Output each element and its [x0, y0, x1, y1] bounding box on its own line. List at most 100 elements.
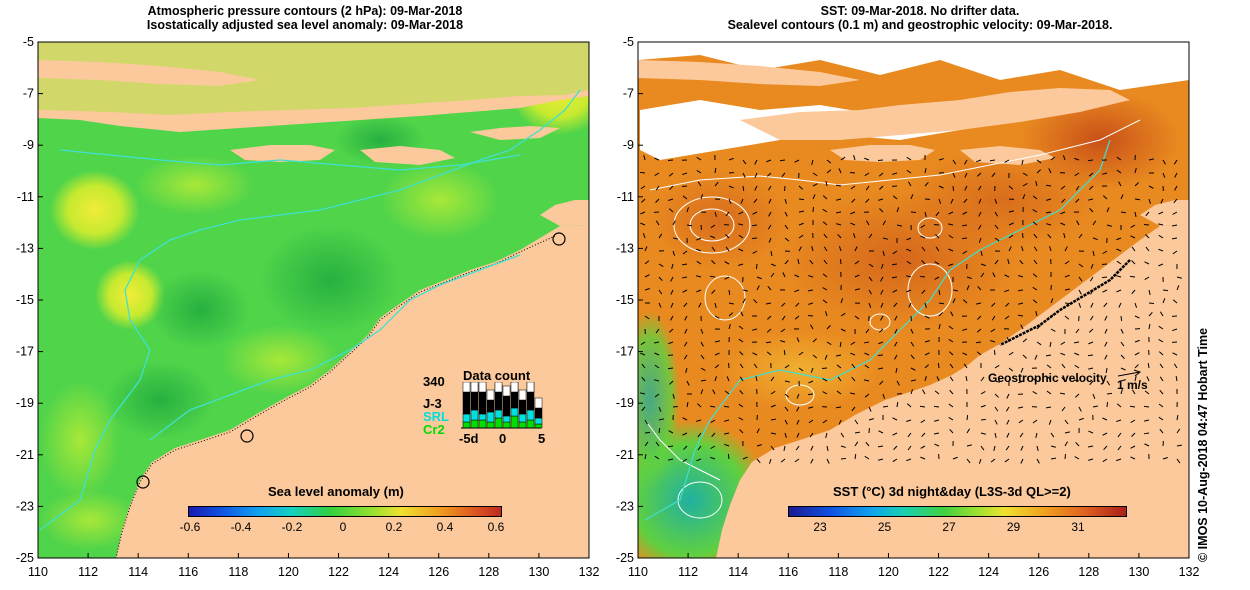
velocity-arrow [670, 276, 674, 282]
velocity-arrow [1118, 302, 1122, 308]
velocity-arrow [727, 453, 730, 460]
velocity-arrow [1173, 198, 1178, 204]
velocity-arrow [686, 224, 693, 227]
velocity-arrow [725, 211, 730, 217]
velocity-arrow [700, 194, 704, 200]
velocity-arrow [783, 445, 786, 451]
velocity-arrow [938, 198, 942, 204]
velocity-arrow [822, 391, 828, 395]
data-count-bar [494, 382, 503, 393]
velocity-arrow [710, 235, 716, 239]
velocity-arrow [1159, 428, 1164, 434]
velocity-arrow [1120, 379, 1126, 382]
velocity-arrow [924, 181, 929, 187]
velocity-arrow [1032, 286, 1038, 291]
velocity-arrow [696, 157, 702, 161]
velocity-arrow [1060, 341, 1066, 345]
velocity-arrow [853, 233, 856, 239]
velocity-arrow [784, 393, 790, 398]
velocity-arrow [948, 403, 954, 408]
velocity-arrow [658, 427, 661, 434]
left-x-tick: 126 [428, 565, 449, 579]
left-y-tick: -19 [16, 396, 34, 410]
velocity-arrow [823, 246, 828, 252]
dc-xtick-0: 0 [499, 431, 507, 446]
velocity-arrow [755, 263, 758, 270]
velocity-arrow [990, 328, 996, 333]
velocity-arrow [980, 263, 986, 267]
velocity-arrow [1087, 159, 1094, 162]
velocity-arrow [950, 311, 954, 317]
velocity-arrow [949, 351, 954, 356]
velocity-arrow [1130, 235, 1136, 239]
velocity-arrow [670, 289, 674, 295]
velocity-arrow [938, 185, 944, 189]
velocity-arrow [864, 455, 870, 460]
velocity-arrow [994, 432, 997, 438]
velocity-arrow [684, 328, 688, 334]
series-cr2: Cr2 [423, 422, 445, 437]
velocity-arrow [1172, 299, 1178, 304]
velocity-arrow [938, 158, 944, 161]
velocity-arrow [949, 376, 954, 382]
velocity-arrow [1130, 419, 1136, 424]
velocity-arrow [1036, 341, 1042, 346]
velocity-arrow [1090, 289, 1094, 295]
velocity-arrow [1018, 275, 1024, 278]
velocity-arrow [864, 364, 870, 369]
velocity-arrow [794, 289, 800, 293]
velocity-arrow [980, 404, 986, 408]
velocity-arrow [1064, 288, 1071, 291]
series-j3: J-3 [423, 396, 442, 411]
velocity-arrow [1143, 432, 1150, 435]
velocity-arrow [739, 429, 744, 434]
velocity-arrow [725, 234, 730, 239]
right-x-tick: 120 [878, 565, 899, 579]
velocity-arrow [767, 315, 772, 320]
velocity-arrow [1073, 341, 1080, 344]
velocity-arrow [1120, 315, 1123, 322]
velocity-arrow [993, 445, 996, 451]
velocity-arrow [991, 315, 996, 321]
right-x-tick: 122 [928, 565, 949, 579]
velocity-arrow [920, 445, 926, 449]
velocity-arrow [826, 445, 829, 451]
velocity-arrow [824, 311, 828, 317]
velocity-arrow [1116, 289, 1122, 293]
velocity-arrow [1172, 250, 1178, 255]
velocity-arrow [658, 406, 662, 412]
velocity-arrow [751, 224, 758, 227]
velocity-arrow [1064, 302, 1071, 305]
velocity-arrow [822, 273, 828, 278]
velocity-arrow [1075, 185, 1080, 191]
velocity-arrow [851, 198, 856, 203]
velocity-arrow [1118, 181, 1122, 187]
velocity-arrow [1078, 417, 1084, 421]
velocity-arrow [990, 340, 996, 343]
velocity-arrow [654, 379, 660, 382]
velocity-arrow [1148, 323, 1151, 330]
data-count-bar [470, 382, 479, 393]
velocity-arrow [1131, 260, 1136, 265]
velocity-arrow [1075, 328, 1080, 334]
velocity-arrow [784, 211, 788, 217]
velocity-arrow [738, 223, 744, 226]
velocity-arrow [672, 393, 675, 399]
velocity-arrow [1129, 405, 1136, 408]
velocity-arrow [782, 272, 786, 278]
sla-colorbar-tick: 0 [339, 520, 347, 534]
velocity-arrow [724, 261, 730, 265]
velocity-arrow [1088, 367, 1094, 370]
velocity-arrow [1078, 263, 1084, 268]
velocity-arrow [840, 328, 846, 332]
velocity-arrow [728, 302, 734, 305]
velocity-arrow [906, 169, 912, 174]
velocity-arrow [1022, 183, 1028, 187]
velocity-arrow [798, 367, 804, 372]
right-y-tick: -13 [616, 241, 634, 255]
velocity-arrow [924, 168, 927, 174]
velocity-arrow [654, 455, 660, 460]
velocity-arrow [934, 261, 940, 265]
velocity-arrow [948, 211, 954, 215]
right-y-tick: -19 [616, 396, 634, 410]
